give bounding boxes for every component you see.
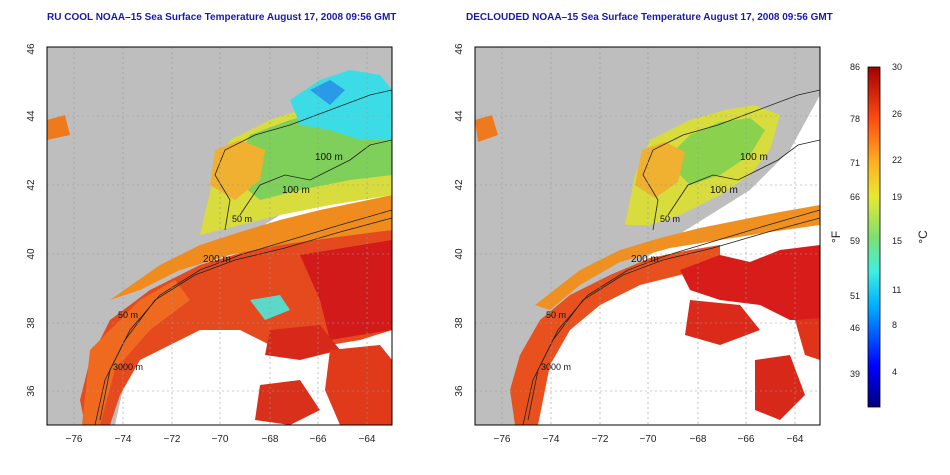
lon-tick-label: −66 [738,434,755,445]
bathymetry-contour [239,139,392,216]
fahrenheit-tick: 46 [850,323,860,333]
contour-label: 200 m [631,254,659,265]
celsius-axis-label: °C [916,230,930,244]
celsius-tick: 15 [892,236,902,246]
lon-tick-label: −72 [592,434,609,445]
right-map-title: DECLOUDED NOAA–15 Sea Surface Temperatur… [466,12,833,23]
celsius-tick: 8 [892,320,897,330]
lat-tick-label: 40 [454,248,465,260]
lat-tick-label: 38 [26,317,37,329]
contour-label: 100 m [282,185,310,196]
lon-tick-label: −72 [164,434,181,445]
fahrenheit-tick: 51 [850,291,860,301]
fahrenheit-tick: 78 [850,114,860,124]
offshore-warm-blob [755,355,805,420]
celsius-tick: 26 [892,109,902,119]
celsius-tick: 4 [892,367,897,377]
lon-tick-label: −68 [690,434,707,445]
map-frame [46,46,393,426]
bathymetry-contour [667,139,820,216]
lon-tick-label: −68 [262,434,279,445]
celsius-tick: 30 [892,62,902,72]
contour-label: 50 m [660,214,680,224]
fahrenheit-tick: 86 [850,62,860,72]
offshore-warm-blob [685,300,760,345]
shelf-orange-band [110,195,392,300]
lon-tick-label: −66 [310,434,327,445]
left-map-title: RU COOL NOAA–15 Sea Surface Temperature … [47,12,397,23]
hot-water-region [300,240,392,340]
offshore-warm-blob [265,325,340,360]
hot-water-region [680,245,820,320]
contour-label: 50 m [546,310,566,320]
lat-tick-label: 36 [454,385,465,397]
fahrenheit-tick: 59 [850,236,860,246]
contour-label: 100 m [740,152,768,163]
lon-tick-label: −64 [787,434,804,445]
lon-tick-label: −70 [640,434,657,445]
nova-scotia-warm-patch [47,115,70,140]
lat-tick-label: 46 [26,43,37,55]
map-frame [474,46,821,426]
graticule [475,47,820,425]
lat-tick-label: 40 [26,248,37,260]
warm-patch-georges [635,142,685,198]
lon-tick-label: −64 [359,434,376,445]
celsius-tick: 19 [892,192,902,202]
lat-tick-label: 46 [454,43,465,55]
temperature-colorbar: 86 78 71 66 59 51 46 39 30 26 22 19 15 1… [830,62,930,408]
graticule [47,47,392,425]
lat-tick-label: 42 [454,179,465,191]
cold-blue-spot [310,80,345,105]
fahrenheit-tick: 71 [850,158,860,168]
contour-label: 50 m [118,310,138,320]
gulf-of-maine-green [665,118,765,185]
lat-tick-label: 42 [26,179,37,191]
lat-tick-label: 36 [26,385,37,397]
bathymetry-contour [522,217,820,425]
lat-tick-label: 44 [454,110,465,122]
lon-tick-label: −70 [212,434,229,445]
contour-label: 3000 m [113,362,143,372]
nova-scotia-warm-patch [475,115,498,142]
bathymetry-contour [642,89,820,231]
lon-tick-label: −76 [66,434,83,445]
offshore-warm-blob [325,345,392,425]
offshore-warm-blob [795,318,820,360]
lat-tick-label: 38 [454,317,465,329]
bathymetry-contour [94,217,392,425]
contour-label: 3000 m [541,362,571,372]
fahrenheit-axis-label: °F [830,231,843,243]
lon-tick-label: −76 [494,434,511,445]
right-sst-map: 100 m 100 m 50 m 200 m 50 m 3000 m −76 −… [454,43,821,445]
lon-tick-label: −74 [543,434,560,445]
fahrenheit-tick: 66 [850,192,860,202]
lon-tick-label: −74 [115,434,132,445]
fahrenheit-tick: 39 [850,369,860,379]
celsius-tick: 22 [892,155,902,165]
coastal-warm-strip [82,280,190,425]
left-sst-map: 100 m 100 m 50 m 200 m 50 m 3000 m −76 −… [26,43,393,445]
shelf-orange-band [535,205,820,310]
contour-label: 200 m [203,254,231,265]
colorbar-gradient [867,66,881,408]
contour-label: 100 m [315,152,343,163]
lat-tick-label: 44 [26,110,37,122]
contour-label: 50 m [232,214,252,224]
celsius-tick: 11 [892,285,901,295]
bathymetry-contour [214,89,392,231]
contour-label: 100 m [710,185,738,196]
